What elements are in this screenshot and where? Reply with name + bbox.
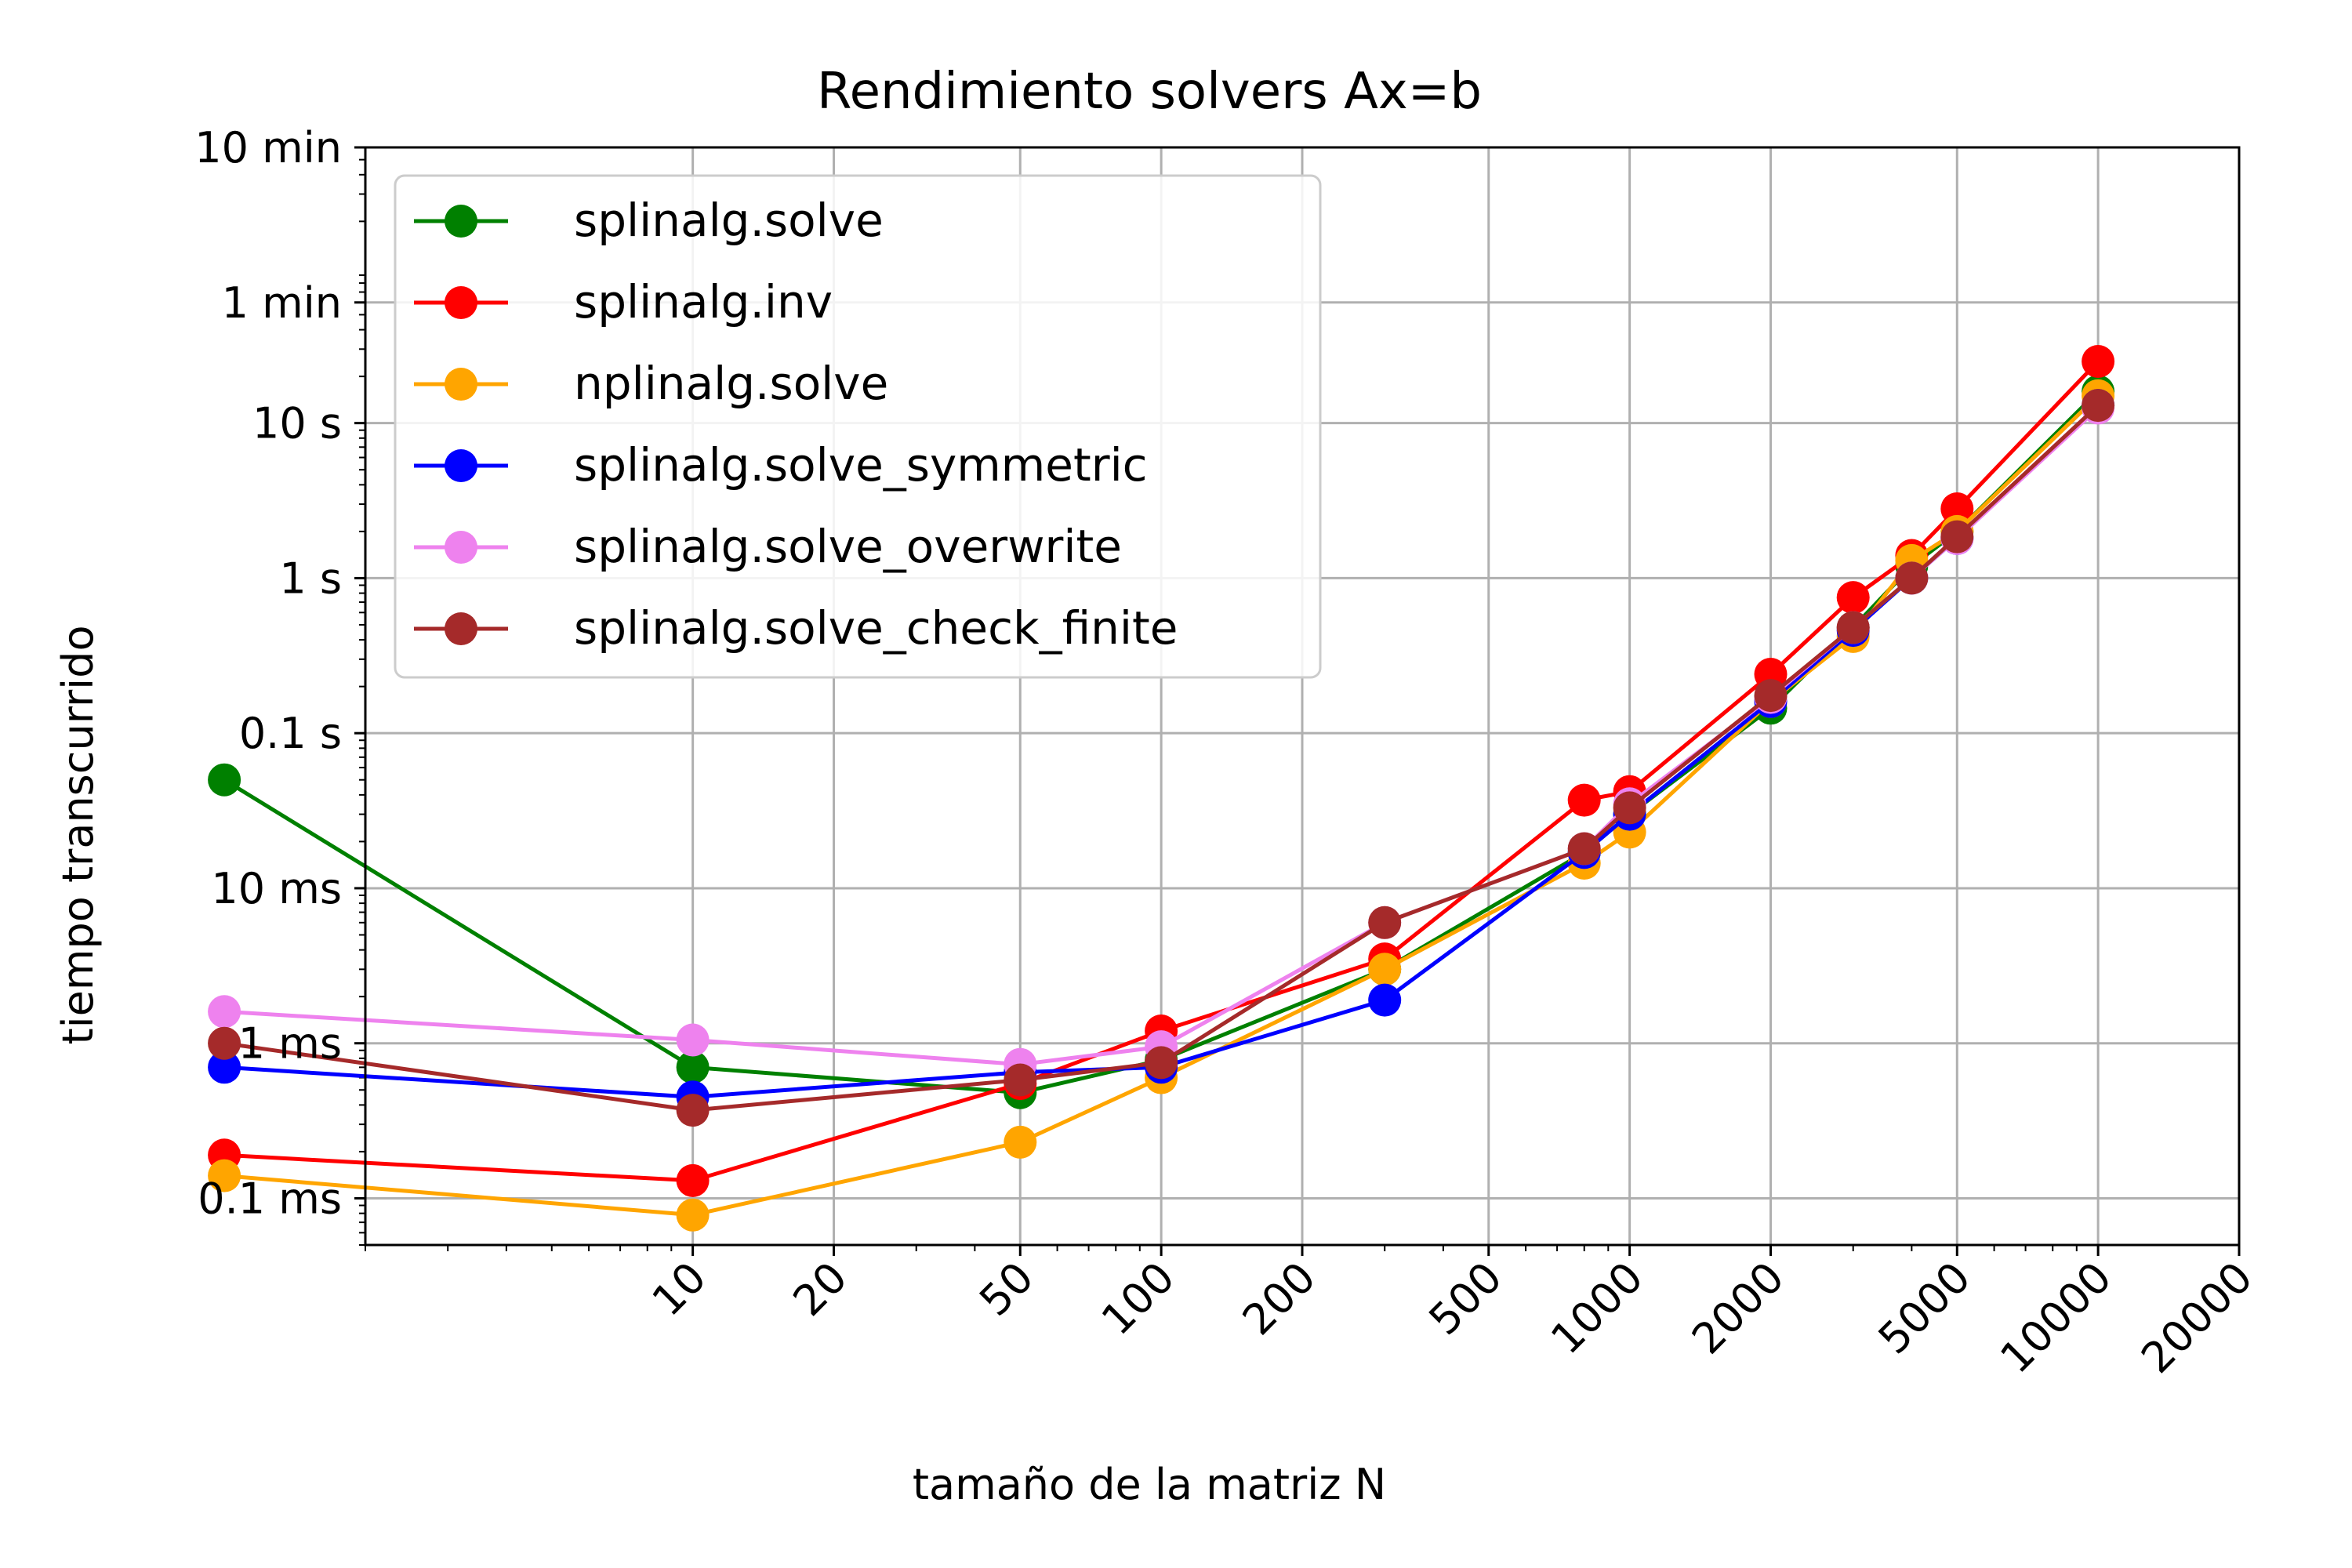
legend-label: splinalg.solve <box>574 194 884 247</box>
y-tick-label: 1 s <box>279 554 342 603</box>
data-point <box>208 1026 241 1060</box>
y-tick-label: 10 min <box>194 123 342 172</box>
legend-label: splinalg.solve_check_finite <box>574 601 1178 655</box>
data-point <box>208 1051 241 1084</box>
y-tick-label: 0.1 s <box>239 709 342 758</box>
legend-swatch-marker <box>445 531 477 564</box>
legend-swatch-marker <box>445 286 477 319</box>
data-point <box>1368 906 1402 939</box>
legend-label: splinalg.solve_overwrite <box>574 520 1122 573</box>
data-point <box>676 1051 710 1084</box>
data-point <box>1836 611 1870 644</box>
data-point <box>1004 1125 1037 1159</box>
data-point <box>1567 832 1601 866</box>
legend-item: splinalg.solve_check_finite <box>414 601 1178 655</box>
data-point <box>1368 953 1402 986</box>
legend-item: splinalg.solve_overwrite <box>414 520 1122 573</box>
y-axis-label: tiempo transcurrido <box>53 626 103 1045</box>
y-axis: 0.1 ms 1 ms 10 ms 0.1 s 1 s 10 s 1 min 10 min <box>194 123 365 1223</box>
legend-item: nplinalg.solve <box>414 357 888 410</box>
legend-item: splinalg.solve_symmetric <box>414 438 1148 492</box>
legend-item: splinalg.solve <box>414 194 884 247</box>
data-point <box>1754 679 1788 713</box>
y-tick-label: 0.1 ms <box>198 1174 342 1223</box>
legend-item: splinalg.inv <box>414 275 833 328</box>
legend-label: splinalg.inv <box>574 275 833 328</box>
data-point <box>2082 345 2115 378</box>
data-point <box>1940 492 1974 525</box>
data-point <box>676 1023 710 1057</box>
y-tick-label: 1 ms <box>238 1019 342 1069</box>
data-point <box>1004 1063 1037 1097</box>
legend-swatch-marker <box>445 205 477 238</box>
data-point <box>676 1163 710 1197</box>
data-point <box>1368 983 1402 1017</box>
series-layer <box>208 345 2115 1232</box>
data-point <box>1895 561 1929 595</box>
chart-title: Rendimiento solvers Ax=b <box>817 63 1482 121</box>
y-tick-label: 1 min <box>222 278 342 328</box>
data-point <box>208 995 241 1029</box>
data-point <box>1836 581 1870 615</box>
legend-label: splinalg.solve_symmetric <box>574 438 1148 492</box>
data-point <box>1613 791 1646 825</box>
series-5 <box>208 389 2115 1127</box>
legend-swatch-marker <box>445 368 477 401</box>
data-point <box>1940 520 1974 554</box>
y-tick-label: 10 ms <box>211 864 342 913</box>
data-point <box>208 1159 241 1192</box>
y-tick-label: 10 s <box>252 399 342 448</box>
data-point <box>208 763 241 797</box>
data-point <box>1145 1046 1178 1080</box>
legend-label: nplinalg.solve <box>574 357 888 410</box>
data-point <box>1567 783 1601 817</box>
data-point <box>2082 389 2115 423</box>
legend: splinalg.solve splinalg.inv nplinalg.solve… <box>394 174 1322 679</box>
data-point <box>676 1198 710 1232</box>
legend-swatch-marker <box>445 449 477 482</box>
legend-swatch-marker <box>445 612 477 645</box>
data-point <box>676 1094 710 1127</box>
x-axis-label: tamaño de la matriz N <box>913 1460 1386 1509</box>
legend-box <box>394 174 1322 679</box>
